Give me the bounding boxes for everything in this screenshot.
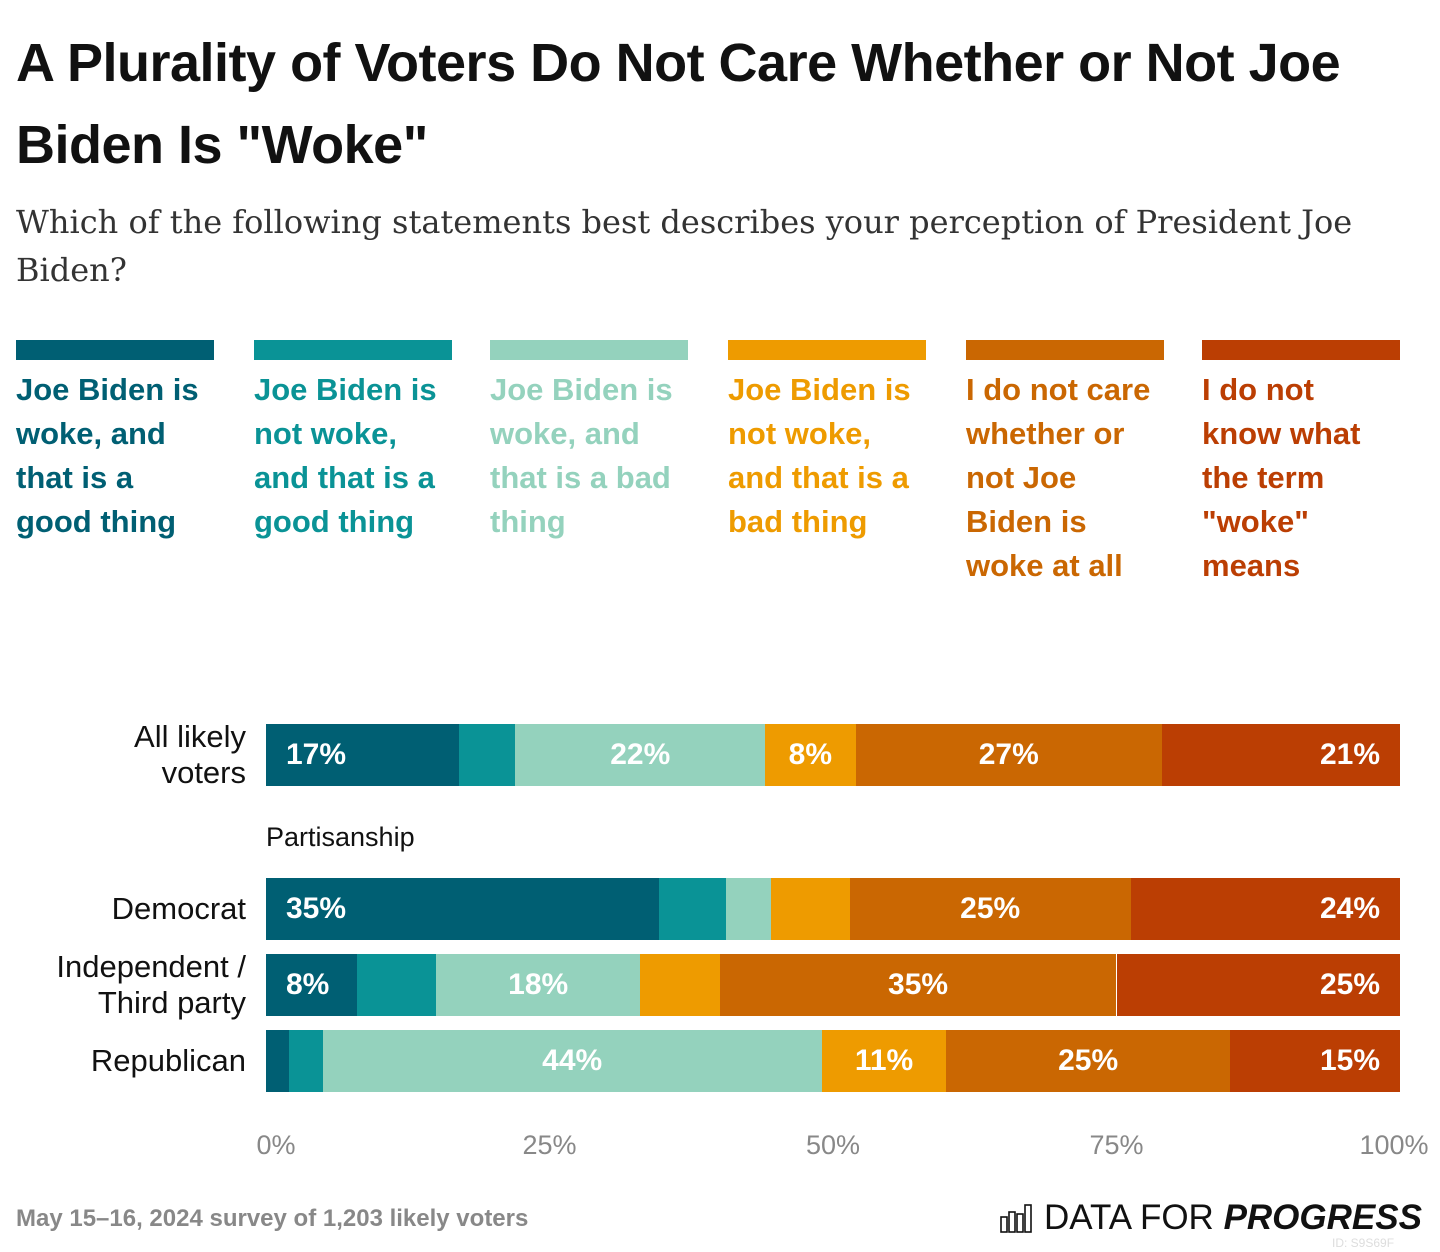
bar-segment: [849, 878, 1131, 940]
bar-segment: [458, 724, 516, 786]
legend-item: Joe Biden is woke, and that is a good th…: [16, 340, 214, 544]
group-label: Partisanship: [266, 822, 415, 852]
legend-item: I do not care whether or not Joe Biden i…: [966, 340, 1164, 588]
bar-segment: [1116, 954, 1400, 1016]
bar-chart-icon: [1000, 1204, 1032, 1233]
data-label: 25%: [1319, 968, 1380, 1001]
bar-segment: [322, 1030, 822, 1092]
source-note: May 15–16, 2024 survey of 1,203 likely v…: [16, 1205, 529, 1232]
data-label: 21%: [1319, 738, 1380, 771]
data-label: 27%: [978, 738, 1039, 771]
chart-id: ID: S9S69F: [1332, 1236, 1395, 1250]
legend-swatch: [728, 340, 926, 360]
bar-segment: [764, 724, 856, 786]
x-tick-label: 75%: [1089, 1130, 1144, 1160]
legend-label: I do not care whether or not Joe Biden i…: [966, 372, 1151, 583]
bar-segment: [821, 1030, 947, 1092]
bar-segment: [1130, 878, 1400, 940]
legend-label: Joe Biden is not woke, and that is a goo…: [254, 372, 437, 539]
data-label: 18%: [508, 968, 569, 1001]
bar-segment: [726, 878, 772, 940]
logo-text-bold: PROGRESS: [1223, 1198, 1422, 1237]
legend-swatch: [490, 340, 688, 360]
chart-title: A Plurality of Voters Do Not Care Whethe…: [16, 33, 1341, 175]
legend-label: Joe Biden is not woke, and that is a bad…: [728, 372, 911, 539]
bar-segment: [771, 878, 850, 940]
bar-segment: [946, 1030, 1230, 1092]
legend-swatch: [966, 340, 1164, 360]
bar-segment: [436, 954, 641, 1016]
bar-segment: [356, 954, 437, 1016]
bar-segment: [1229, 1030, 1400, 1092]
legend-swatch: [254, 340, 452, 360]
logo-text-light: DATA FOR: [1044, 1198, 1214, 1237]
data-label: 8%: [286, 968, 330, 1001]
bar-segment: [855, 724, 1162, 786]
data-label: 35%: [888, 968, 949, 1001]
bar-segment: [266, 724, 459, 786]
legend-item: Joe Biden is not woke, and that is a bad…: [728, 340, 926, 544]
row-label: Independent / Third party: [56, 949, 246, 1020]
bar-segment: [266, 1030, 289, 1092]
x-tick-label: 100%: [1359, 1130, 1429, 1160]
row-label: Democrat: [111, 891, 246, 926]
bar-segment: [719, 954, 1117, 1016]
logo: DATA FOR PROGRESS: [1000, 1198, 1422, 1238]
legend-label: Joe Biden is woke, and that is a bad thi…: [490, 372, 673, 539]
bar-segment: [266, 878, 659, 940]
row-label: Republican: [90, 1043, 246, 1078]
legend-swatch: [1202, 340, 1400, 360]
x-tick-label: 25%: [522, 1130, 577, 1160]
row-label: All likely voters: [134, 719, 246, 790]
data-label: 22%: [610, 738, 671, 771]
bar-segment: [1161, 724, 1400, 786]
data-label: 44%: [542, 1044, 603, 1077]
legend-label: I do not know what the term "woke" means: [1202, 372, 1361, 583]
bar-segment: [515, 724, 765, 786]
data-label: 17%: [286, 738, 347, 771]
chart-subtitle: Which of the following statements best d…: [16, 203, 1353, 289]
legend-label: Joe Biden is woke, and that is a good th…: [16, 372, 199, 539]
data-label: 25%: [1058, 1044, 1119, 1077]
legend-item: I do not know what the term "woke" means: [1202, 340, 1400, 588]
x-tick-label: 0%: [256, 1130, 296, 1160]
data-label: 15%: [1319, 1044, 1380, 1077]
bar-segment: [288, 1030, 323, 1092]
data-label: 35%: [286, 892, 347, 925]
bar-segment: [266, 954, 357, 1016]
bar-segment: [640, 954, 720, 1016]
legend-item: Joe Biden is not woke, and that is a goo…: [254, 340, 452, 544]
x-tick-label: 50%: [805, 1130, 861, 1160]
legend-item: Joe Biden is woke, and that is a bad thi…: [490, 340, 688, 544]
legend-swatch: [16, 340, 214, 360]
data-label: 25%: [960, 892, 1021, 925]
bar-segment: [658, 878, 727, 940]
data-label: 11%: [854, 1044, 914, 1077]
data-label: 24%: [1319, 892, 1380, 925]
data-label: 8%: [788, 738, 832, 771]
